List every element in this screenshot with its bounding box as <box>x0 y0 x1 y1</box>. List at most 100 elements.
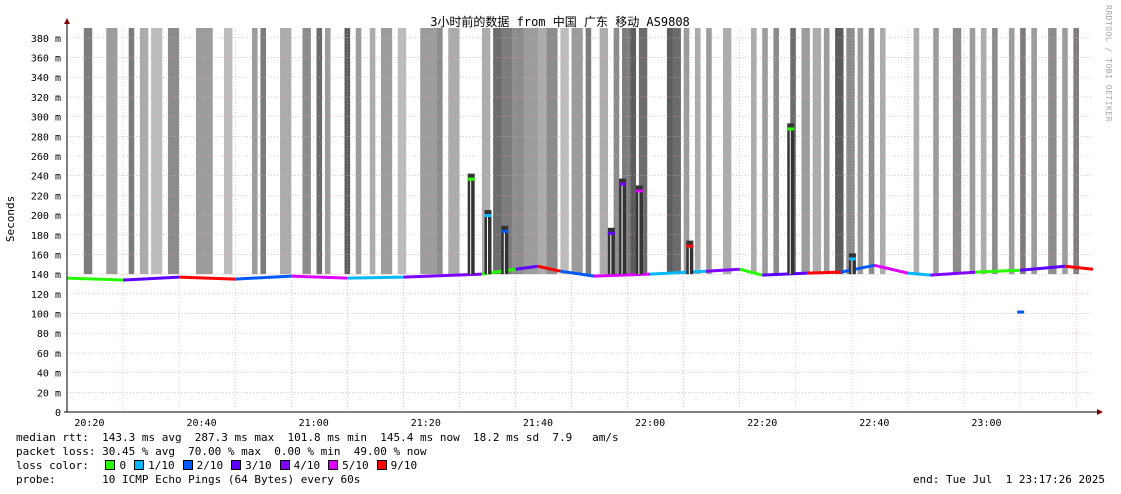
loss-band-28 <box>546 28 558 275</box>
spike-point-9 <box>1017 310 1025 314</box>
loss-band-41 <box>706 28 712 275</box>
loss-band-55 <box>913 28 920 275</box>
loss-band-40 <box>694 28 701 275</box>
legend-item-4: 4/10 <box>279 459 320 473</box>
x-tick-label: 22:00 <box>635 418 665 429</box>
loss-band-19 <box>420 28 438 275</box>
y-tick-label: 20 m <box>37 388 61 399</box>
loss-band-48 <box>812 28 822 275</box>
loss-band-32 <box>599 28 609 275</box>
loss-band-11 <box>302 28 311 275</box>
spike-point-3 <box>607 231 615 235</box>
loss-band-54 <box>879 28 886 275</box>
rtt-segment-20 <box>930 270 976 277</box>
rtt-segment-3 <box>235 274 292 281</box>
rtt-segment-2 <box>179 275 236 281</box>
median-rtt-series <box>66 123 1094 314</box>
loss-band-30 <box>571 28 583 275</box>
probe-info: probe: 10 ICMP Echo Pings (64 Bytes) eve… <box>16 473 361 486</box>
loss-band-42 <box>722 28 732 275</box>
loss-band-38 <box>672 28 681 275</box>
tick-labels: 0 20 m 40 m 60 m 80 m 100 m 120 m 140 m 160 m 180… <box>31 34 1002 429</box>
legend-item-1: 1/10 <box>134 459 175 473</box>
y-tick-label: 180 m <box>31 231 61 242</box>
spike-point-6 <box>686 244 694 248</box>
y-tick-label: 280 m <box>31 132 61 143</box>
legend-label: loss color: <box>16 459 89 472</box>
loss-band-44 <box>762 28 768 275</box>
loss-band-20 <box>437 28 443 275</box>
loss-band-21 <box>448 28 460 275</box>
loss-band-2 <box>128 28 135 275</box>
loss-band-10 <box>280 28 292 275</box>
loss-band-59 <box>980 28 987 275</box>
y-tick-label: 40 m <box>37 369 61 380</box>
loss-band-45 <box>773 28 780 275</box>
legend-text: 2/10 <box>196 459 224 472</box>
y-tick-label: 120 m <box>31 290 61 301</box>
loss-band-7 <box>223 28 233 275</box>
y-tick-label: 240 m <box>31 172 61 183</box>
loss-color-legend: loss color: 0 1/10 2/10 3/10 4/10 5/10 9/10 <box>16 459 425 473</box>
y-tick-label: 380 m <box>31 34 61 45</box>
loss-band-58 <box>969 28 976 275</box>
loss-band-5 <box>167 28 180 275</box>
end-timestamp: end: Tue Jul 1 23:17:26 2025 <box>912 473 1105 486</box>
loss-band-33 <box>613 28 620 275</box>
rtt-segment-11 <box>593 272 651 278</box>
rtt-segment-13 <box>706 267 740 273</box>
loss-band-13 <box>324 28 331 275</box>
legend-swatch <box>231 460 242 470</box>
loss-band-29 <box>560 28 569 275</box>
loss-band-24 <box>501 28 513 275</box>
legend-swatch <box>134 460 145 470</box>
loss-band-63 <box>1031 28 1037 275</box>
loss-band-49 <box>823 28 830 275</box>
loss-band-18 <box>397 28 407 275</box>
rtt-segment-18 <box>874 263 909 275</box>
legend-swatch <box>182 460 193 470</box>
legend-text: 0 <box>119 459 127 472</box>
spike-point-0 <box>467 177 475 181</box>
x-tick-label: 21:00 <box>299 418 329 429</box>
loss-band-47 <box>801 28 810 275</box>
rtt-segment-21 <box>975 268 1021 274</box>
loss-band-12 <box>316 28 323 275</box>
smokeping-chart: 3小时前的数据 from 中国 广东 移动 AS9808 Seconds 0 20… <box>4 14 1103 429</box>
loss-band-17 <box>380 28 393 275</box>
rtt-segment-12 <box>650 269 707 276</box>
loss-band-16 <box>369 28 376 275</box>
y-tick-label: 140 m <box>31 270 61 281</box>
rtt-segment-4 <box>291 274 348 280</box>
legend-swatch <box>105 460 116 470</box>
legend-item-5: 5/10 <box>328 459 369 473</box>
rtt-segment-10 <box>560 269 595 278</box>
y-tick-label: 60 m <box>37 349 61 360</box>
loss-band-56 <box>933 28 939 275</box>
loss-band-36 <box>638 28 648 275</box>
y-tick-label: 260 m <box>31 152 61 163</box>
loss-band-43 <box>751 28 757 275</box>
median-rtt-stats: median rtt: 143.3 ms avg 287.3 ms max 10… <box>16 431 619 444</box>
loss-band-31 <box>585 28 592 275</box>
loss-band-62 <box>1020 28 1026 275</box>
legend-item-0: 0 <box>105 459 126 473</box>
rtt-segment-9 <box>537 264 561 273</box>
y-axis-arrow <box>64 18 70 24</box>
loss-band-57 <box>952 28 962 275</box>
x-tick-label: 22:20 <box>747 418 777 429</box>
x-tick-label: 21:20 <box>411 418 441 429</box>
rtt-segment-14 <box>739 267 763 277</box>
packet-loss-smoke-layer <box>83 28 1079 275</box>
spike-point-5 <box>635 189 643 193</box>
loss-band-26 <box>523 28 538 275</box>
legend-text: 1/10 <box>148 459 175 472</box>
x-axis-arrow <box>1097 409 1103 415</box>
loss-band-39 <box>683 28 690 275</box>
loss-band-60 <box>992 28 998 275</box>
legend-item-2: 2/10 <box>182 459 224 473</box>
y-tick-label: 320 m <box>31 93 61 104</box>
rtt-segment-22 <box>1019 264 1066 272</box>
x-tick-label: 20:20 <box>74 418 104 429</box>
rtt-segment-17 <box>840 263 875 274</box>
